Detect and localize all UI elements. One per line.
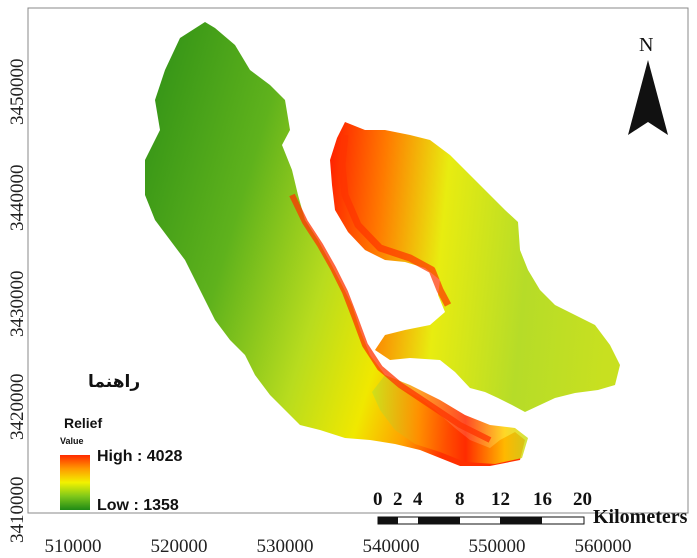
scale-label: 20 <box>573 489 592 510</box>
legend-layer-name: Relief <box>64 415 103 431</box>
west-ridge-highlight <box>289 193 492 443</box>
x-tick-label: 510000 <box>44 536 102 557</box>
scale-label: 4 <box>413 489 423 510</box>
y-tick-label: 3450000 <box>7 58 28 126</box>
east-ridge-highlight <box>338 134 452 307</box>
scale-label: 8 <box>455 489 465 510</box>
scale-unit-label: Kilometers <box>593 506 688 528</box>
scale-label: 0 <box>373 489 383 510</box>
y-tick-label: 3430000 <box>7 270 28 338</box>
west-relief-block <box>145 22 525 466</box>
east-relief-block <box>330 122 620 412</box>
scale-label: 12 <box>491 489 510 510</box>
y-tick-label: 3420000 <box>7 373 28 441</box>
x-tick-label: 550000 <box>468 536 526 557</box>
legend-low-label: Low : 1358 <box>97 497 179 514</box>
north-label: N <box>639 34 654 56</box>
y-tick-label: 3410000 <box>7 476 28 544</box>
x-tick-label: 520000 <box>150 536 208 557</box>
scale-label: 2 <box>393 489 403 510</box>
legend-color-ramp <box>60 455 90 510</box>
north-arrow-icon <box>628 60 668 135</box>
map-frame <box>27 7 689 514</box>
x-tick-label: 540000 <box>362 536 420 557</box>
scale-label: 16 <box>533 489 552 510</box>
legend-high-label: High : 4028 <box>97 448 183 465</box>
x-tick-label: 530000 <box>256 536 314 557</box>
legend-title: راهنما <box>88 372 141 392</box>
y-tick-label: 3440000 <box>7 164 28 232</box>
scale-bar <box>377 516 585 525</box>
legend-value-label: Value <box>60 436 84 446</box>
x-tick-label: 560000 <box>574 536 632 557</box>
